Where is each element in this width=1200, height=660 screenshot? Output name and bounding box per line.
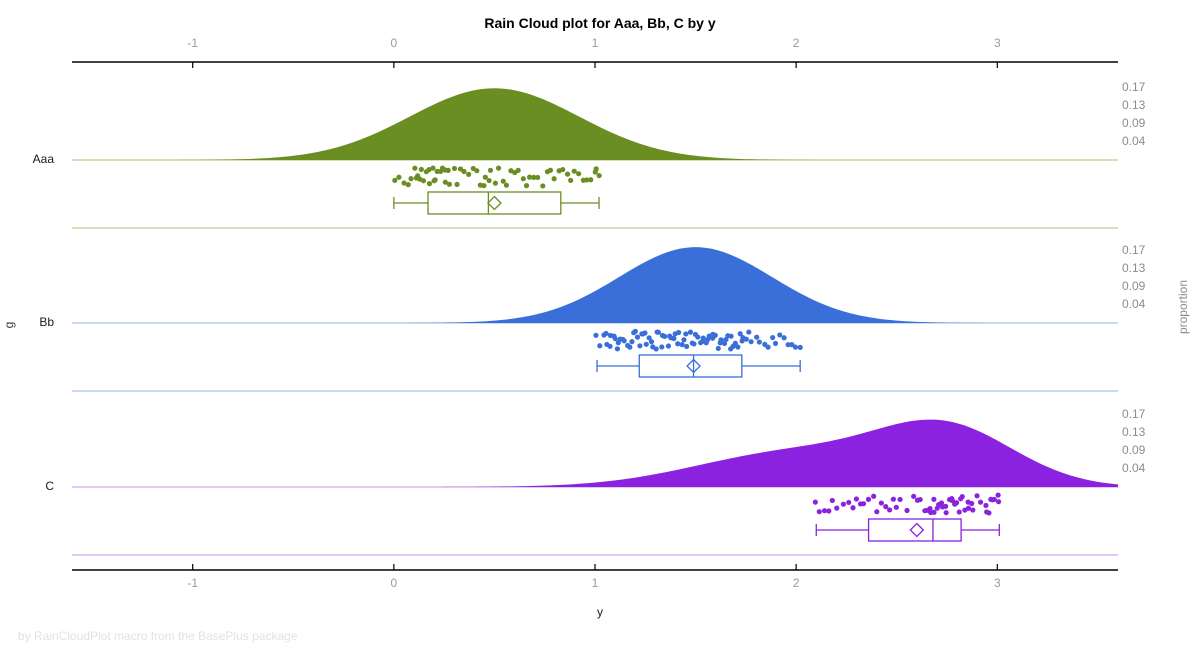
group-label-aaa: Aaa [32, 152, 54, 166]
rain-dots-bb [593, 328, 803, 352]
group-panel-c [72, 419, 1118, 556]
x-tick-3: 3 [993, 36, 1001, 50]
proportion-tick-bb-0: 0.17 [1122, 243, 1146, 257]
x-tick-2: 2 [792, 36, 800, 50]
density-cloud-c [72, 419, 1118, 487]
group-label-bb: Bb [39, 315, 54, 329]
x-tick-neg1: -1 [187, 36, 199, 50]
rain-dots-aaa [392, 165, 602, 189]
proportion-axis-label: proportion [1176, 279, 1190, 335]
proportion-tick-bb-2: 0.09 [1122, 279, 1146, 293]
x-tick-2: 2 [792, 576, 800, 590]
proportion-tick-bb-3: 0.04 [1122, 297, 1146, 311]
x-tick-neg1: -1 [187, 576, 199, 590]
page-title: Rain Cloud plot for Aaa, Bb, C by y [484, 15, 716, 31]
box-plot-bb [596, 354, 801, 378]
x-tick-0: 0 [390, 36, 398, 50]
proportion-tick-c-0: 0.17 [1122, 407, 1146, 421]
proportion-tick-aaa-2: 0.09 [1122, 116, 1146, 130]
x-axis-label: y [597, 605, 603, 619]
proportion-tick-bb-1: 0.13 [1122, 261, 1146, 275]
density-cloud-aaa [72, 88, 1118, 160]
footer-credit: by RainCloudPlot macro from the BasePlus… [18, 629, 298, 643]
density-cloud-bb [72, 247, 1118, 323]
rain-dots-c [812, 492, 1002, 516]
proportion-tick-aaa-0: 0.17 [1122, 80, 1146, 94]
proportion-tick-c-1: 0.13 [1122, 425, 1146, 439]
proportion-tick-aaa-3: 0.04 [1122, 134, 1146, 148]
x-tick-0: 0 [390, 576, 398, 590]
proportion-tick-c-2: 0.09 [1122, 443, 1146, 457]
group-panel-aaa [72, 88, 1118, 229]
group-label-c: C [45, 479, 54, 493]
box-plot-aaa [393, 191, 600, 215]
proportion-tick-c-3: 0.04 [1122, 461, 1146, 475]
proportion-tick-aaa-1: 0.13 [1122, 98, 1146, 112]
box-plot-c [815, 518, 1000, 542]
group-panel-bb [72, 247, 1118, 392]
x-tick-3: 3 [993, 576, 1001, 590]
x-tick-1: 1 [591, 576, 599, 590]
x-tick-1: 1 [591, 36, 599, 50]
